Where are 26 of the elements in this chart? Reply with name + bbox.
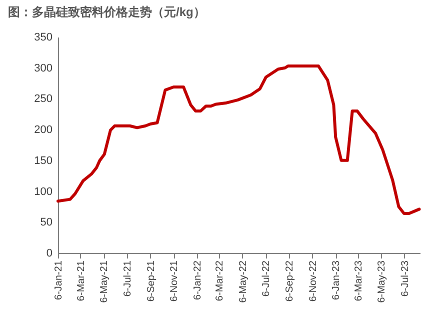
- y-tick-label: 50: [40, 216, 52, 229]
- y-tick-label: 200: [34, 124, 52, 136]
- x-tick-label: 6-Jul-23: [400, 260, 411, 297]
- x-tick-label: 6-May-21: [99, 260, 110, 303]
- x-tick-label: 6-Sep-21: [146, 260, 157, 302]
- y-tick-label: 100: [34, 186, 52, 198]
- x-tick-label: 6-Mar-22: [214, 260, 226, 302]
- x-tick-label: 6-Mar-21: [76, 260, 87, 302]
- y-tick-label: 350: [34, 32, 52, 44]
- x-tick-label: 6-Sep-22: [284, 260, 296, 302]
- x-tick-label: 6-Jan-22: [192, 260, 204, 300]
- y-tick-label: 0: [46, 248, 52, 260]
- y-tick-label: 300: [34, 62, 52, 74]
- x-tick-label: 6-Jan-23: [331, 260, 342, 300]
- y-tick-label: 150: [34, 154, 52, 167]
- x-tick-label: 6-Nov-21: [169, 260, 180, 302]
- x-tick-label: 6-Jul-22: [261, 260, 272, 297]
- x-tick-label: 6-May-23: [376, 260, 388, 303]
- x-tick-label: 6-Jul-21: [122, 260, 134, 297]
- y-tick-label: 250: [34, 93, 52, 106]
- x-tick-label: 6-Mar-23: [354, 260, 365, 302]
- x-tick-label: 6-Nov-22: [308, 260, 319, 302]
- x-tick-label: 6-Jan-21: [54, 260, 64, 300]
- x-tick-label: 6-May-22: [238, 260, 249, 303]
- line-series: [56, 64, 421, 216]
- chart-title: 图：多晶硅致密料价格走势（元/kg）: [8, 5, 206, 19]
